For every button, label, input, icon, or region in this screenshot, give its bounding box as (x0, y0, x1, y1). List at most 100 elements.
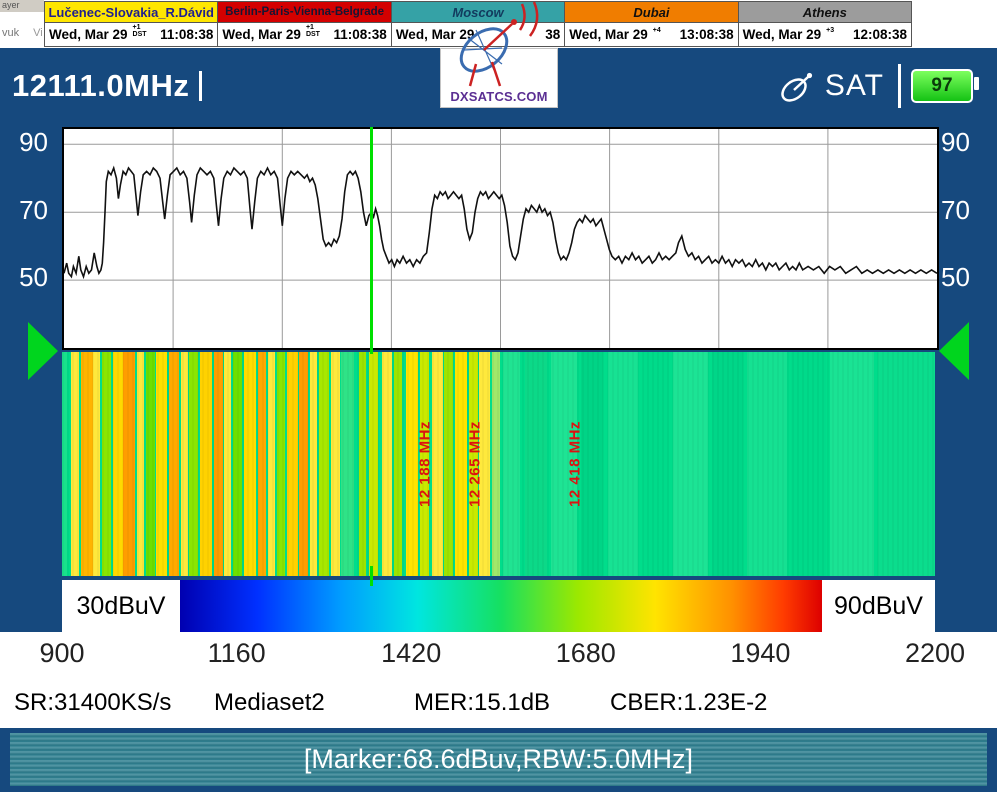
background-text: vuk (2, 27, 20, 39)
clock-city: Dubai (565, 2, 738, 23)
waterfall-stripe (432, 352, 443, 576)
waterfall-frequency-label: 12 188 MHz (416, 421, 434, 507)
waterfall-stripe (712, 352, 743, 576)
waterfall-display: 12 188 MHz 12 265 MHz 12 418 MHz (62, 352, 935, 576)
waterfall-stripe (878, 352, 935, 576)
dxsatcs-logo: DXSATCS.COM (440, 0, 558, 108)
clock-time-value: 38 (545, 27, 561, 42)
clock-city-label: Dubai (633, 4, 670, 20)
waterfall-stripe (607, 352, 639, 576)
device-header: 12111.0MHz SAT 97 (0, 48, 997, 124)
waterfall-stripe (393, 352, 403, 576)
clock-time-value: 12:08:38 (852, 27, 908, 42)
battery-percent: 97 (931, 75, 953, 96)
background-window-fragment: vuk Vi (2, 27, 43, 39)
marker-handle-right[interactable] (939, 322, 969, 380)
waterfall-stripe (341, 352, 354, 576)
status-mer: MER:15.1dB (414, 689, 551, 716)
clock-city: Lučenec-Slovakia_R.Dávid (45, 2, 218, 23)
waterfall-stripe (358, 352, 366, 576)
waterfall-stripe (318, 352, 330, 576)
waterfall-stripe (747, 352, 787, 576)
waterfall-stripe (257, 352, 267, 576)
clock-date: Wed, Mar 29 (742, 27, 822, 42)
battery-indicator: 97 (911, 69, 979, 103)
clock-city-label: Berlin-Paris-Vienna-Belgrade (225, 6, 385, 18)
scale-min-label: 30dBuV (62, 580, 180, 632)
waterfall-stripe (287, 352, 298, 576)
world-clocks-bar: ayer vuk Vi Lučenec-Slovakia_R.Dávid Wed,… (0, 0, 997, 48)
clock-date: Wed, Mar 29 (222, 27, 301, 42)
y-axis-label: 50 (941, 262, 970, 292)
clock-lucenec: Lučenec-Slovakia_R.Dávid Wed, Mar 29 +1 D… (45, 2, 218, 46)
y-axis-label: 90 (19, 127, 48, 157)
frequency-display[interactable]: 12111.0MHz (12, 68, 202, 104)
scale-max-label: 90dBuV (822, 580, 935, 632)
clock-time: Wed, Mar 29 +1 DST 11:08:38 (45, 23, 218, 46)
clock-dst: DST (305, 31, 320, 38)
waterfall-stripe (830, 352, 874, 576)
separator (898, 64, 901, 108)
waterfall-frequency-label: 12 265 MHz (466, 421, 484, 507)
waterfall-stripe (790, 352, 826, 576)
clock-time: Wed, Mar 29 +1 DST 11:08:38 (218, 23, 391, 46)
clock-athens: Athens Wed, Mar 29 +3 12:08:38 (737, 2, 912, 46)
waterfall-stripe (299, 352, 309, 576)
waterfall-stripe (369, 352, 378, 576)
clock-time: Wed, Mar 29 +3 12:08:38 (738, 23, 912, 46)
clock-dst: DST (132, 31, 147, 38)
waterfall-stripe (243, 352, 256, 576)
sat-label: SAT (824, 69, 884, 102)
waterfall-frequency-label: 12 418 MHz (566, 421, 584, 507)
satellite-dish-graphic (459, 1, 539, 87)
waterfall-stripe (268, 352, 275, 576)
frequency-value: 12111.0MHz (12, 68, 190, 103)
clock-city: Athens (738, 2, 912, 23)
marker-handle-left[interactable] (28, 322, 58, 380)
x-axis-tick: 2200 (904, 638, 966, 668)
clock-time: Wed, Mar 29 +4 13:08:38 (565, 23, 738, 46)
clock-time-value: 11:08:38 (160, 27, 214, 42)
marker-line[interactable] (370, 127, 374, 354)
waterfall-stripe (199, 352, 213, 576)
y-axis-label: 90 (941, 127, 970, 157)
waterfall-stripe (156, 352, 167, 576)
text-cursor-icon (199, 71, 202, 101)
clock-tz: +1 DST (306, 24, 320, 39)
x-axis-tick: 900 (39, 638, 85, 668)
satmeter-screen: 12111.0MHz SAT 97 90 70 50 90 70 50 (0, 48, 997, 792)
status-provider: Mediaset2 (214, 689, 325, 716)
clock-dubai: Dubai Wed, Mar 29 +4 13:08:38 (564, 2, 738, 46)
satellite-dish-icon (781, 72, 812, 102)
clock-tz: +4 (653, 27, 661, 35)
clock-city-label: Moscow (452, 4, 504, 20)
waterfall-stripe (168, 352, 179, 576)
waterfall-stripe (213, 352, 223, 576)
waterfall-stripe (491, 352, 501, 576)
waterfall-stripe (102, 352, 111, 576)
waterfall-stripe (276, 352, 286, 576)
color-scale-gradient (180, 580, 822, 632)
status-cber: CBER:1.23E-2 (610, 689, 768, 716)
waterfall-stripe (145, 352, 155, 576)
clock-tz: +1 DST (133, 24, 147, 39)
y-axis-label: 50 (19, 262, 48, 292)
waterfall-stripe (123, 352, 136, 576)
clock-time-value: 11:08:38 (333, 27, 387, 42)
clock-berlin: Berlin-Paris-Vienna-Belgrade Wed, Mar 29… (217, 2, 391, 46)
waterfall-stripe (673, 352, 708, 576)
clock-date: Wed, Mar 29 (569, 27, 648, 42)
logo-text: DXSATCS.COM (450, 89, 548, 104)
clock-utc-offset: +1 (305, 23, 314, 31)
status-row: SR:31400KS/s Mediaset2 MER:15.1dB CBER:1… (0, 678, 997, 728)
clock-utc-offset: +4 (652, 27, 661, 35)
x-axis-tick: 1680 (555, 638, 616, 668)
clock-city: Berlin-Paris-Vienna-Belgrade (218, 2, 391, 23)
x-axis-tick: 1420 (381, 638, 442, 668)
waterfall-stripe (62, 352, 68, 576)
waterfall-stripe (309, 352, 317, 576)
clock-city: Moscow (391, 2, 565, 23)
header-right-group: SAT 97 (775, 64, 983, 108)
y-axis-label: 70 (941, 195, 970, 225)
waterfall-stripes (62, 352, 935, 576)
